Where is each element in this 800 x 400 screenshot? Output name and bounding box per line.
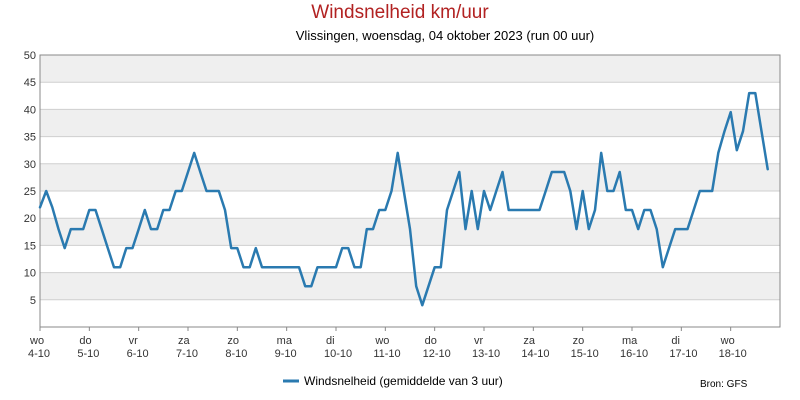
legend-label: Windsnelheid (gemiddelde van 3 uur) (304, 374, 503, 388)
x-tick-day: do (425, 335, 437, 347)
x-axis-ticks: wo4-10do5-10vr6-10za7-10zo8-10ma9-10di10… (28, 327, 747, 360)
x-tick-date: 15-10 (571, 348, 599, 360)
y-tick-label: 35 (24, 132, 36, 144)
x-tick-date: 13-10 (472, 348, 500, 360)
series-line (38, 91, 769, 307)
x-tick-day: di (671, 335, 680, 347)
grid-band (40, 109, 780, 137)
x-tick-date: 18-10 (719, 348, 747, 360)
x-tick-day: za (523, 335, 536, 347)
x-tick-date: 7-10 (176, 348, 198, 360)
x-tick-day: wo (29, 335, 44, 347)
x-tick-date: 16-10 (620, 348, 648, 360)
chart-title: Windsnelheid km/uur (311, 2, 489, 23)
x-tick-date: 10-10 (324, 348, 352, 360)
x-tick-day: wo (720, 335, 735, 347)
plot-frame (39, 54, 781, 328)
y-tick-label: 25 (24, 186, 36, 198)
x-tick-day: za (178, 335, 191, 347)
chart-subtitle: Vlissingen, woensdag, 04 oktober 2023 (r… (296, 28, 594, 43)
x-tick-day: vr (129, 335, 139, 347)
x-tick-day: ma (277, 335, 293, 347)
x-tick-day: ma (622, 335, 638, 347)
x-tick-day: wo (374, 335, 389, 347)
grid-bands (40, 55, 780, 300)
grid-band (40, 163, 780, 191)
x-tick-date: 14-10 (521, 348, 549, 360)
grid-band (40, 55, 780, 83)
y-tick-label: 5 (30, 295, 36, 307)
x-tick-date: 17-10 (669, 348, 697, 360)
source-label: Bron: GFS (700, 379, 748, 390)
x-tick-date: 6-10 (127, 348, 149, 360)
y-tick-label: 20 (24, 213, 36, 225)
y-tick-label: 50 (24, 50, 36, 62)
x-tick-date: 8-10 (225, 348, 247, 360)
legend: Windsnelheid (gemiddelde van 3 uur) (283, 374, 503, 388)
x-tick-day: vr (474, 335, 484, 347)
x-tick-day: di (326, 335, 335, 347)
y-tick-label: 15 (24, 240, 36, 252)
x-tick-date: 5-10 (77, 348, 99, 360)
x-tick-day: zo (573, 335, 585, 347)
y-axis-ticks: 5 10 15 20 25 30 35 40 45 50 (24, 50, 36, 307)
grid-band (40, 272, 780, 300)
x-tick-day: do (79, 335, 91, 347)
x-tick-date: 9-10 (275, 348, 297, 360)
y-tick-label: 45 (24, 77, 36, 89)
x-tick-date: 4-10 (28, 348, 50, 360)
y-tick-label: 40 (24, 104, 36, 116)
y-tick-label: 30 (24, 159, 36, 171)
y-tick-label: 10 (24, 268, 36, 280)
x-tick-day: zo (227, 335, 239, 347)
series-layer (38, 91, 769, 307)
x-tick-date: 12-10 (423, 348, 451, 360)
x-tick-date: 11-10 (373, 348, 400, 360)
